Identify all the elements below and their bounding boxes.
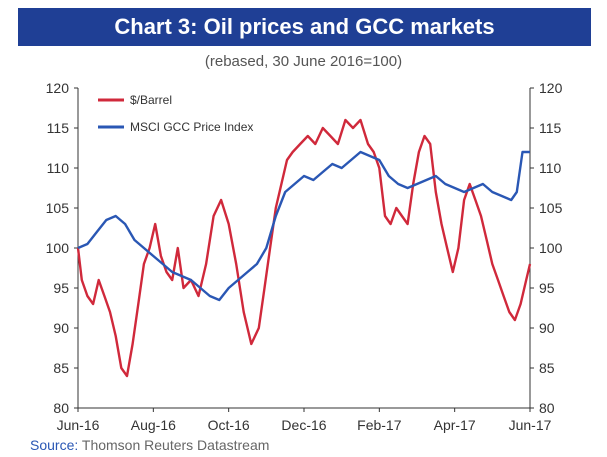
line-chart: 80 80 85 85 90 90 95 95 100 100 105 105 110 110 115 115… [46,80,563,433]
y-tick-label-right: 115 [539,120,562,136]
x-tick-label: Aug-16 [131,417,176,433]
x-tick-label: Dec-16 [281,417,326,433]
y-tick-label-left: 120 [46,80,70,96]
y-tick-label-right: 95 [539,280,555,296]
series-line-oil [76,118,532,378]
y-tick-label-left: 80 [53,400,69,416]
y-tick-label-right: 80 [539,400,555,416]
series-line-gcc [77,150,530,302]
y-tick-label-left: 90 [53,320,69,336]
chart-legend: $/Barrel MSCI GCC Price Index [98,93,253,134]
y-tick-label-left: 105 [46,200,70,216]
chart-series [76,118,532,378]
y-tick-label-left: 100 [46,240,70,256]
x-tick-label: Oct-16 [208,417,250,433]
legend-label: MSCI GCC Price Index [130,120,253,134]
y-tick-label-left: 85 [53,360,69,376]
source-text: Thomson Reuters Datastream [81,437,270,453]
y-tick-label-right: 100 [539,240,563,256]
y-tick-label-left: 110 [47,160,70,176]
x-tick-label: Feb-17 [357,417,402,433]
legend-label: $/Barrel [130,93,172,107]
chart-title: Chart 3: Oil prices and GCC markets [18,8,591,46]
y-tick-label-right: 90 [539,320,555,336]
x-tick-label: Apr-17 [434,417,476,433]
chart-subtitle: (rebased, 30 June 2016=100) [204,53,403,70]
y-tick-label-right: 105 [539,200,563,216]
y-tick-label-left: 95 [53,280,69,296]
y-tick-label-right: 120 [539,80,563,96]
y-tick-label-right: 110 [539,160,562,176]
chart-axes: 80 80 85 85 90 90 95 95 100 100 105 105 110 110 115 115… [46,80,563,433]
source-label: Source: [30,437,79,453]
y-tick-label-left: 115 [47,120,70,136]
x-tick-label: Jun-17 [509,417,552,433]
x-tick-label: Jun-16 [57,417,100,433]
chart-source: Source: Thomson Reuters Datastream [30,437,269,453]
y-tick-label-right: 85 [539,360,555,376]
